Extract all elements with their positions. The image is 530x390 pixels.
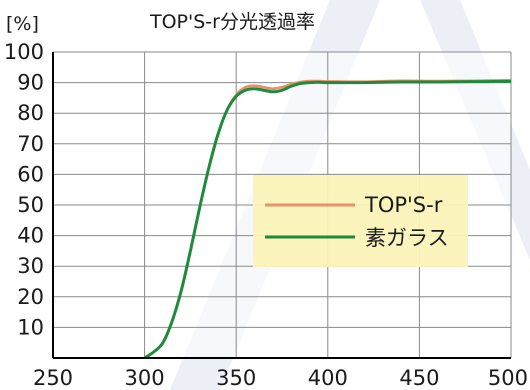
y-tick-label-4: 50 <box>17 193 44 217</box>
series-layer <box>143 78 511 358</box>
legend-box <box>253 175 468 267</box>
y-axis-unit: [%] <box>6 13 39 35</box>
y-tick-label-1: 20 <box>17 285 44 309</box>
y-tick-label-6: 70 <box>17 132 44 156</box>
chart-title: TOP'S-r分光透過率 <box>149 11 315 33</box>
y-tick-labels: 10 20 30 40 50 60 70 80 90 100 <box>4 40 44 339</box>
y-tick-label-5: 60 <box>17 162 44 186</box>
x-tick-label-3: 400 <box>308 366 348 390</box>
y-tick-label-9: 100 <box>4 40 44 64</box>
x-tick-label-2: 350 <box>216 366 256 390</box>
y-tick-label-7: 80 <box>17 101 44 125</box>
y-tick-label-0: 10 <box>17 315 44 339</box>
y-tick-label-2: 30 <box>17 254 44 278</box>
legend: TOP'S-r 素ガラス <box>253 175 468 267</box>
axes <box>52 52 511 359</box>
x-tick-label-0: 250 <box>33 366 73 390</box>
legend-label-1: 素ガラス <box>365 226 449 250</box>
x-tick-label-5: 500 <box>488 366 528 390</box>
x-tick-labels: 250 300 350 400 450 500 <box>33 366 528 390</box>
x-tick-label-1: 300 <box>125 366 165 390</box>
legend-label-0: TOP'S-r <box>364 193 443 217</box>
y-tick-label-3: 40 <box>17 224 44 248</box>
y-tick-label-8: 90 <box>17 71 44 95</box>
x-tick-label-4: 450 <box>399 366 439 390</box>
series-line-1 <box>143 79 511 358</box>
